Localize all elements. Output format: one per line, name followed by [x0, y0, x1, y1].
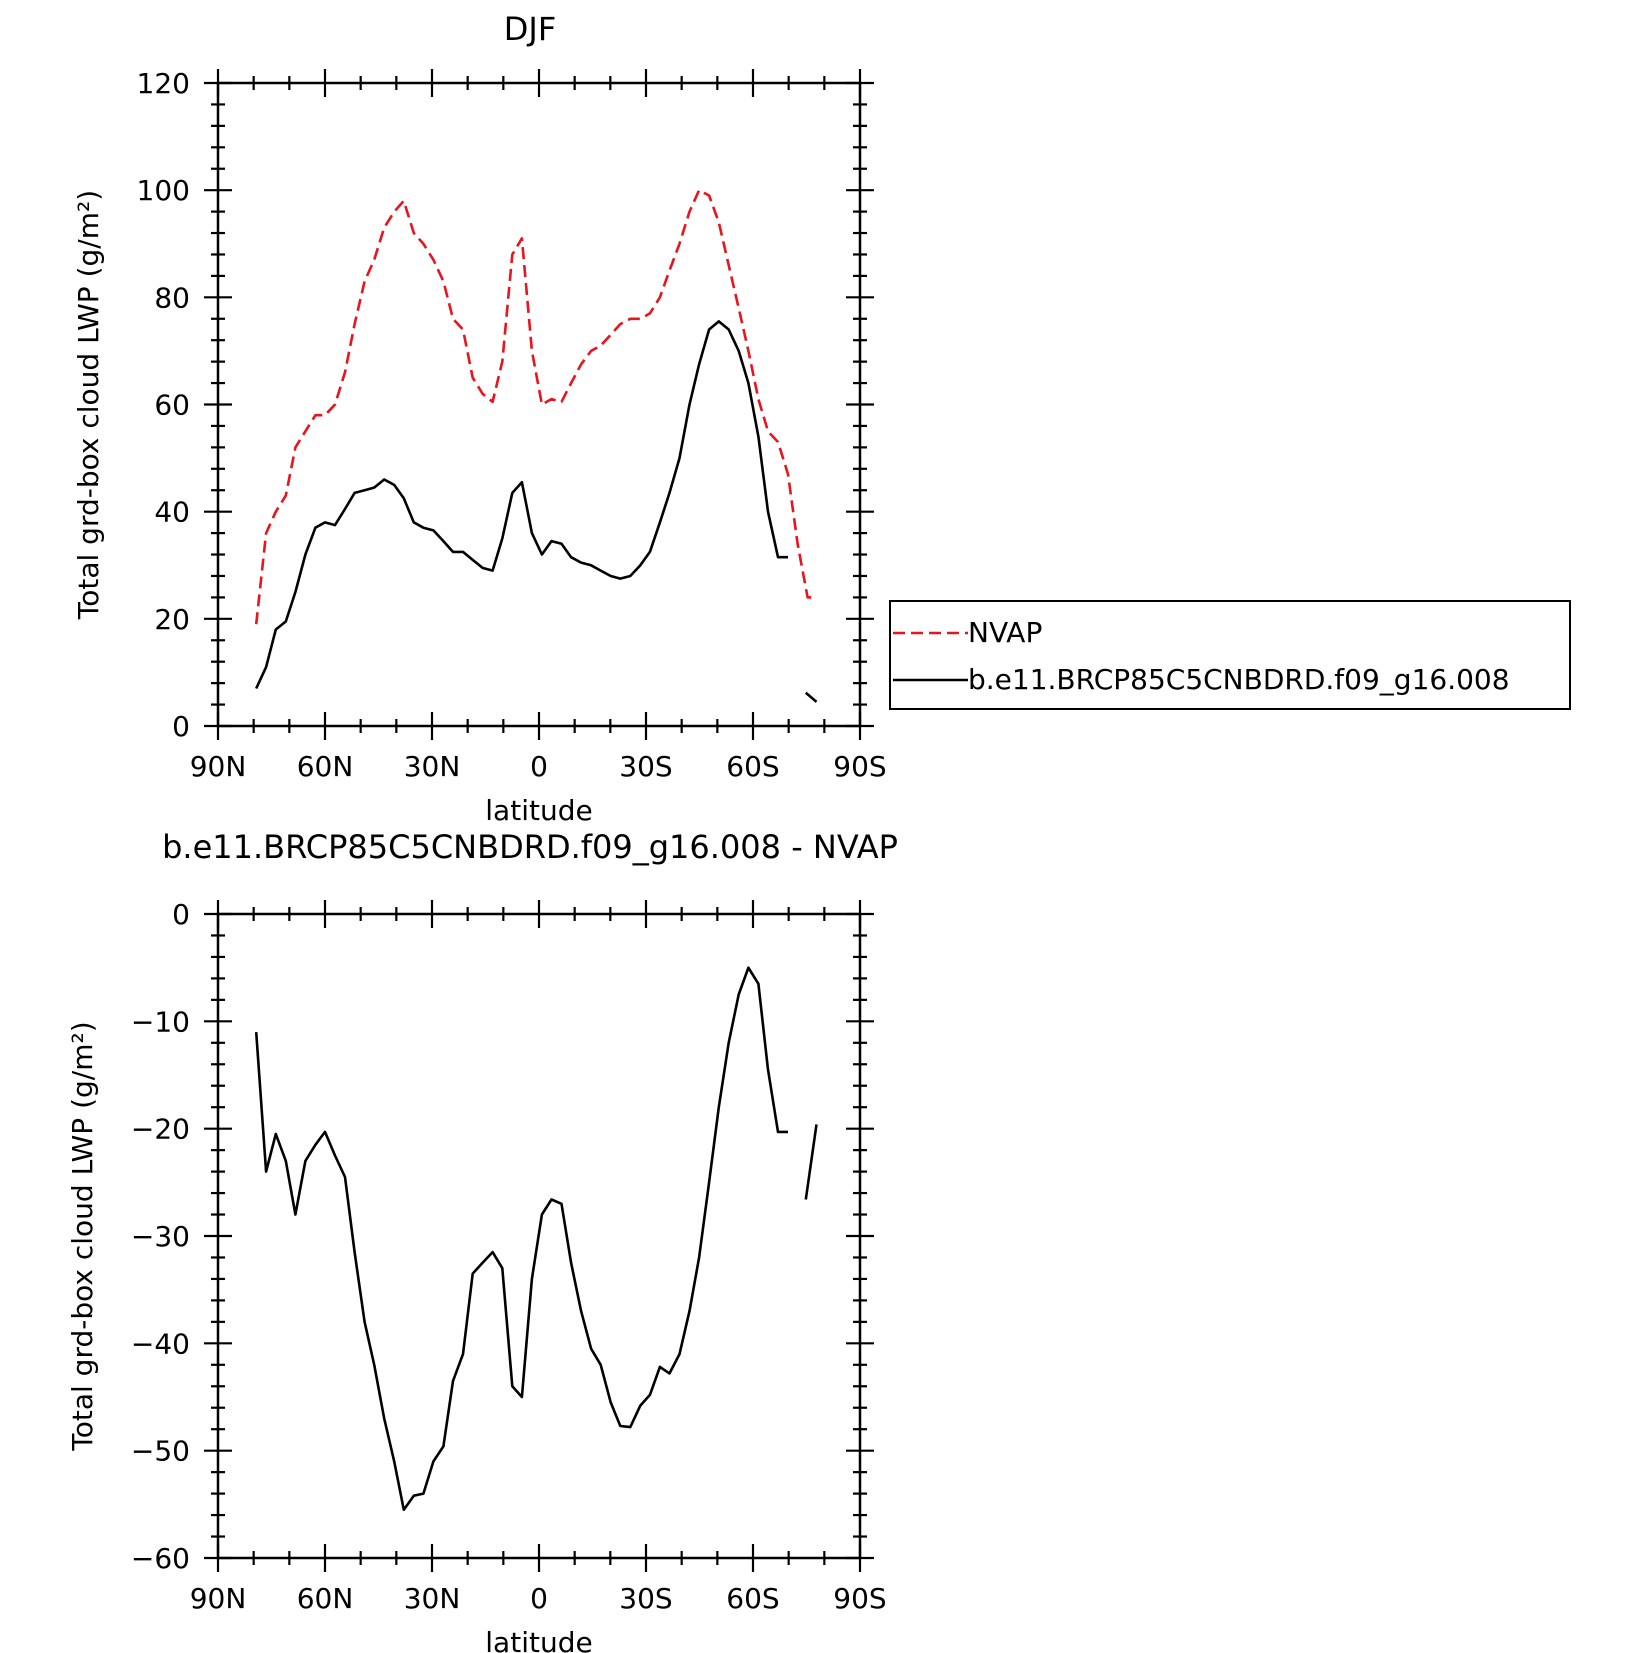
y-tick-label: 40	[154, 496, 190, 529]
top-chart-title: DJF	[504, 10, 556, 48]
top-series-lines	[254, 188, 818, 703]
x-tick-label: 0	[530, 1582, 548, 1615]
x-tick-label: 90N	[190, 1582, 247, 1615]
bottom-x-tick-labels: 90N 60N 30N 0 30S 60S 90S	[190, 1582, 887, 1615]
model-series-line	[804, 1124, 818, 1200]
y-tick-label: 60	[154, 389, 190, 422]
legend-model-label: b.e11.BRCP85C5CNBDRD.f09_g16.008	[968, 663, 1510, 696]
y-tick-label: −20	[131, 1113, 190, 1146]
x-tick-label: 60S	[726, 750, 779, 783]
x-tick-label: 0	[530, 750, 548, 783]
top-y-tick-labels: 0 20 40 60 80 100 120	[137, 67, 190, 743]
model-series-line	[804, 691, 818, 703]
bottom-series-lines	[254, 966, 818, 1511]
model-series-line	[254, 966, 788, 1511]
y-tick-label: −60	[131, 1542, 190, 1575]
model-series-line	[255, 320, 788, 690]
top-plot-frame	[216, 81, 862, 728]
bottom-axis-ticks	[204, 900, 874, 1572]
nvap-series-line	[254, 188, 818, 625]
x-tick-label: 60S	[726, 1582, 779, 1615]
x-tick-label: 30S	[619, 1582, 672, 1615]
bottom-y-axis-label: Total grd-box cloud LWP (g/m²)	[66, 1021, 99, 1451]
x-tick-label: 90S	[833, 1582, 886, 1615]
x-tick-label: 90S	[833, 750, 886, 783]
top-x-axis-label: latitude	[485, 794, 592, 827]
legend: NVAP b.e11.BRCP85C5CNBDRD.f09_g16.008	[889, 600, 1571, 710]
x-tick-label: 60N	[297, 750, 354, 783]
y-tick-label: 0	[172, 898, 190, 931]
y-tick-label: −40	[131, 1327, 190, 1360]
top-y-axis-label: Total grd-box cloud LWP (g/m²)	[72, 190, 105, 620]
bottom-chart-title: b.e11.BRCP85C5CNBDRD.f09_g16.008 - NVAP	[162, 828, 898, 866]
top-axis-ticks	[204, 69, 874, 740]
y-tick-label: 0	[172, 710, 190, 743]
y-tick-label: −50	[131, 1435, 190, 1468]
x-tick-label: 90N	[190, 750, 247, 783]
top-x-tick-labels: 90N 60N 30N 0 30S 60S 90S	[190, 750, 887, 783]
legend-nvap-label: NVAP	[968, 616, 1042, 649]
legend-box	[889, 600, 1571, 710]
bottom-x-axis-label: latitude	[485, 1626, 592, 1653]
x-tick-label: 30S	[619, 750, 672, 783]
x-tick-label: 60N	[297, 1582, 354, 1615]
bottom-panel: b.e11.BRCP85C5CNBDRD.f09_g16.008 - NVAP …	[66, 828, 898, 1653]
y-tick-label: 120	[137, 67, 190, 100]
y-tick-label: −30	[131, 1220, 190, 1253]
y-tick-label: 100	[137, 174, 190, 207]
x-tick-label: 30N	[404, 750, 461, 783]
y-tick-label: 80	[154, 281, 190, 314]
y-tick-label: −10	[131, 1005, 190, 1038]
x-tick-label: 30N	[404, 1582, 461, 1615]
bottom-y-tick-labels: −60 −50 −40 −30 −20 −10 0	[131, 898, 190, 1575]
y-tick-label: 20	[154, 603, 190, 636]
